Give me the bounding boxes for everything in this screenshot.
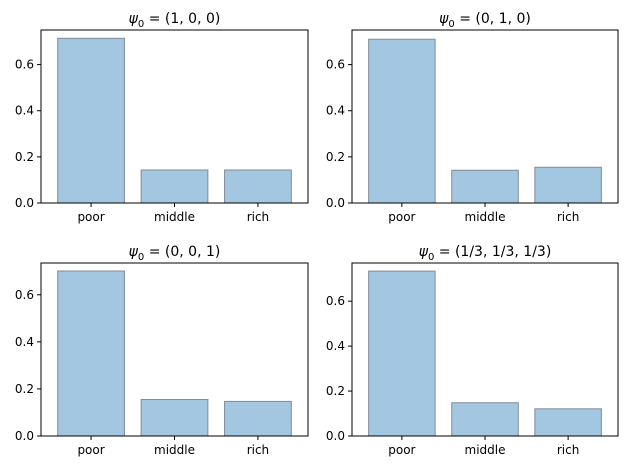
subplot-title: ψ0 = (1/3, 1/3, 1/3) (419, 244, 552, 263)
x-tick-label-middle: middle (465, 210, 506, 224)
y-tick-label: 0.6 (15, 288, 34, 302)
y-tick-label: 0.2 (326, 150, 345, 164)
bar-rich (224, 400, 292, 437)
y-tick-label: 0.0 (326, 196, 345, 210)
y-tick-label: 0.0 (15, 196, 34, 210)
y-tick-label: 0.0 (326, 429, 345, 443)
bar-poor (57, 37, 125, 204)
y-tick-label: 0.2 (15, 150, 34, 164)
bar-rich (224, 169, 292, 204)
bar-poor (57, 270, 125, 437)
bar-middle (451, 402, 519, 437)
x-tick-label-rich: rich (247, 443, 269, 457)
x-tick-label-rich: rich (557, 210, 579, 224)
subplot-3: 0.0 0.2 0.4 0.6 poor middle rich ψ0 = (0, 0, 1) (15, 244, 309, 457)
x-tick-label-poor: poor (388, 210, 415, 224)
x-tick-label-rich: rich (247, 210, 269, 224)
subplot-title: ψ0 = (0, 1, 0) (439, 11, 531, 30)
subplot-title: ψ0 = (1, 0, 0) (129, 11, 221, 30)
x-tick-label-middle: middle (154, 210, 195, 224)
y-tick-label: 0.2 (326, 384, 345, 398)
subplot-title: ψ0 = (0, 0, 1) (129, 244, 221, 263)
subplot-4: 0.0 0.2 0.4 0.6 poor middle rich ψ0 = (1/3, 1/3… (326, 244, 619, 457)
y-tick-label: 0.4 (326, 339, 345, 353)
bar-rich (534, 408, 602, 437)
x-tick-label-poor: poor (77, 443, 104, 457)
bar-rich (534, 166, 602, 204)
bar-poor (368, 38, 436, 204)
x-tick-label-rich: rich (557, 443, 579, 457)
x-tick-label-middle: middle (465, 443, 506, 457)
x-tick-label-middle: middle (154, 443, 195, 457)
y-tick-label: 0.4 (326, 104, 345, 118)
y-tick-label: 0.6 (15, 58, 34, 72)
bar-middle (140, 399, 209, 437)
y-tick-label: 0.4 (15, 335, 34, 349)
y-tick-label: 0.6 (326, 58, 345, 72)
y-tick-label: 0.0 (15, 429, 34, 443)
y-tick-label: 0.4 (15, 104, 34, 118)
bar-poor (368, 270, 436, 437)
subplot-1: 0.0 0.2 0.4 0.6 poor middle rich ψ0 = (1, 0, 0) (15, 11, 309, 224)
x-tick-label-poor: poor (388, 443, 415, 457)
x-tick-label-poor: poor (77, 210, 104, 224)
y-tick-label: 0.2 (15, 382, 34, 396)
subplot-2: 0.0 0.2 0.4 0.6 poor middle rich ψ0 = (0, 1, 0) (326, 11, 619, 224)
bar-middle (451, 169, 519, 204)
bar-middle (140, 169, 209, 204)
y-tick-label: 0.6 (326, 294, 345, 308)
